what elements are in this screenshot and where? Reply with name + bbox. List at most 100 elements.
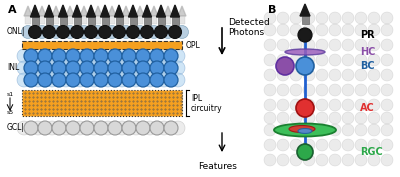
Circle shape — [157, 121, 171, 135]
Circle shape — [164, 49, 178, 63]
Circle shape — [126, 25, 140, 39]
Circle shape — [368, 154, 380, 166]
Bar — [32, 17, 38, 25]
Bar — [151, 16, 157, 24]
Circle shape — [355, 124, 367, 136]
Circle shape — [70, 25, 84, 39]
Polygon shape — [58, 5, 68, 17]
Circle shape — [381, 24, 393, 36]
Bar — [81, 16, 87, 24]
Circle shape — [24, 49, 38, 63]
Bar — [137, 16, 143, 24]
Circle shape — [316, 54, 328, 66]
Circle shape — [381, 54, 393, 66]
Text: s5: s5 — [7, 110, 14, 115]
Circle shape — [277, 24, 289, 36]
Circle shape — [143, 73, 157, 87]
Circle shape — [290, 84, 302, 96]
Circle shape — [303, 99, 315, 111]
Circle shape — [368, 84, 380, 96]
Text: HC: HC — [360, 47, 375, 57]
Text: A: A — [8, 5, 17, 15]
Circle shape — [31, 121, 45, 135]
Bar — [22, 90, 182, 116]
Bar — [46, 17, 52, 25]
Circle shape — [87, 49, 101, 63]
Polygon shape — [300, 4, 310, 16]
Circle shape — [290, 12, 302, 24]
Circle shape — [108, 49, 122, 63]
Circle shape — [264, 39, 276, 51]
Circle shape — [277, 99, 289, 111]
Bar — [158, 17, 164, 25]
Polygon shape — [136, 6, 144, 16]
Circle shape — [355, 24, 367, 36]
Circle shape — [136, 73, 150, 87]
Polygon shape — [170, 5, 180, 17]
Ellipse shape — [289, 125, 315, 133]
Circle shape — [355, 12, 367, 24]
Circle shape — [150, 73, 164, 87]
Circle shape — [329, 39, 341, 51]
Circle shape — [38, 49, 52, 63]
Circle shape — [129, 61, 143, 75]
Circle shape — [162, 25, 174, 39]
Circle shape — [355, 112, 367, 124]
Circle shape — [264, 99, 276, 111]
Circle shape — [368, 124, 380, 136]
Circle shape — [17, 121, 31, 135]
Circle shape — [303, 69, 315, 81]
Circle shape — [290, 69, 302, 81]
Circle shape — [355, 154, 367, 166]
Circle shape — [368, 139, 380, 151]
Circle shape — [381, 69, 393, 81]
Circle shape — [106, 25, 118, 39]
Circle shape — [168, 25, 182, 39]
Circle shape — [31, 61, 45, 75]
Text: ONL|: ONL| — [7, 27, 26, 36]
Circle shape — [290, 124, 302, 136]
Circle shape — [277, 112, 289, 124]
Circle shape — [45, 61, 59, 75]
Circle shape — [355, 54, 367, 66]
Circle shape — [87, 73, 101, 87]
Polygon shape — [44, 5, 54, 17]
Circle shape — [303, 112, 315, 124]
Circle shape — [316, 24, 328, 36]
Text: Features: Features — [198, 162, 238, 171]
Bar — [165, 16, 171, 24]
Circle shape — [87, 61, 101, 75]
Polygon shape — [122, 6, 130, 16]
Circle shape — [108, 61, 122, 75]
Circle shape — [38, 73, 52, 87]
Circle shape — [264, 69, 276, 81]
Circle shape — [80, 49, 94, 63]
Circle shape — [150, 49, 164, 63]
Circle shape — [316, 69, 328, 81]
Circle shape — [303, 139, 315, 151]
Bar — [144, 17, 150, 25]
Circle shape — [355, 84, 367, 96]
Text: INL: INL — [7, 64, 19, 73]
Circle shape — [52, 73, 66, 87]
Circle shape — [24, 73, 38, 87]
Circle shape — [277, 39, 289, 51]
Circle shape — [56, 25, 70, 39]
Circle shape — [164, 73, 178, 87]
Bar — [88, 17, 94, 25]
Circle shape — [176, 25, 188, 39]
Ellipse shape — [285, 49, 325, 55]
Circle shape — [78, 25, 90, 39]
Circle shape — [277, 154, 289, 166]
Circle shape — [171, 61, 185, 75]
Circle shape — [164, 121, 178, 135]
Bar — [25, 16, 31, 24]
Circle shape — [122, 73, 136, 87]
Circle shape — [24, 121, 38, 135]
Circle shape — [64, 25, 76, 39]
Circle shape — [94, 61, 108, 75]
Circle shape — [290, 154, 302, 166]
Circle shape — [277, 54, 289, 66]
Circle shape — [150, 121, 164, 135]
Text: IPL
circuitry: IPL circuitry — [191, 94, 223, 113]
